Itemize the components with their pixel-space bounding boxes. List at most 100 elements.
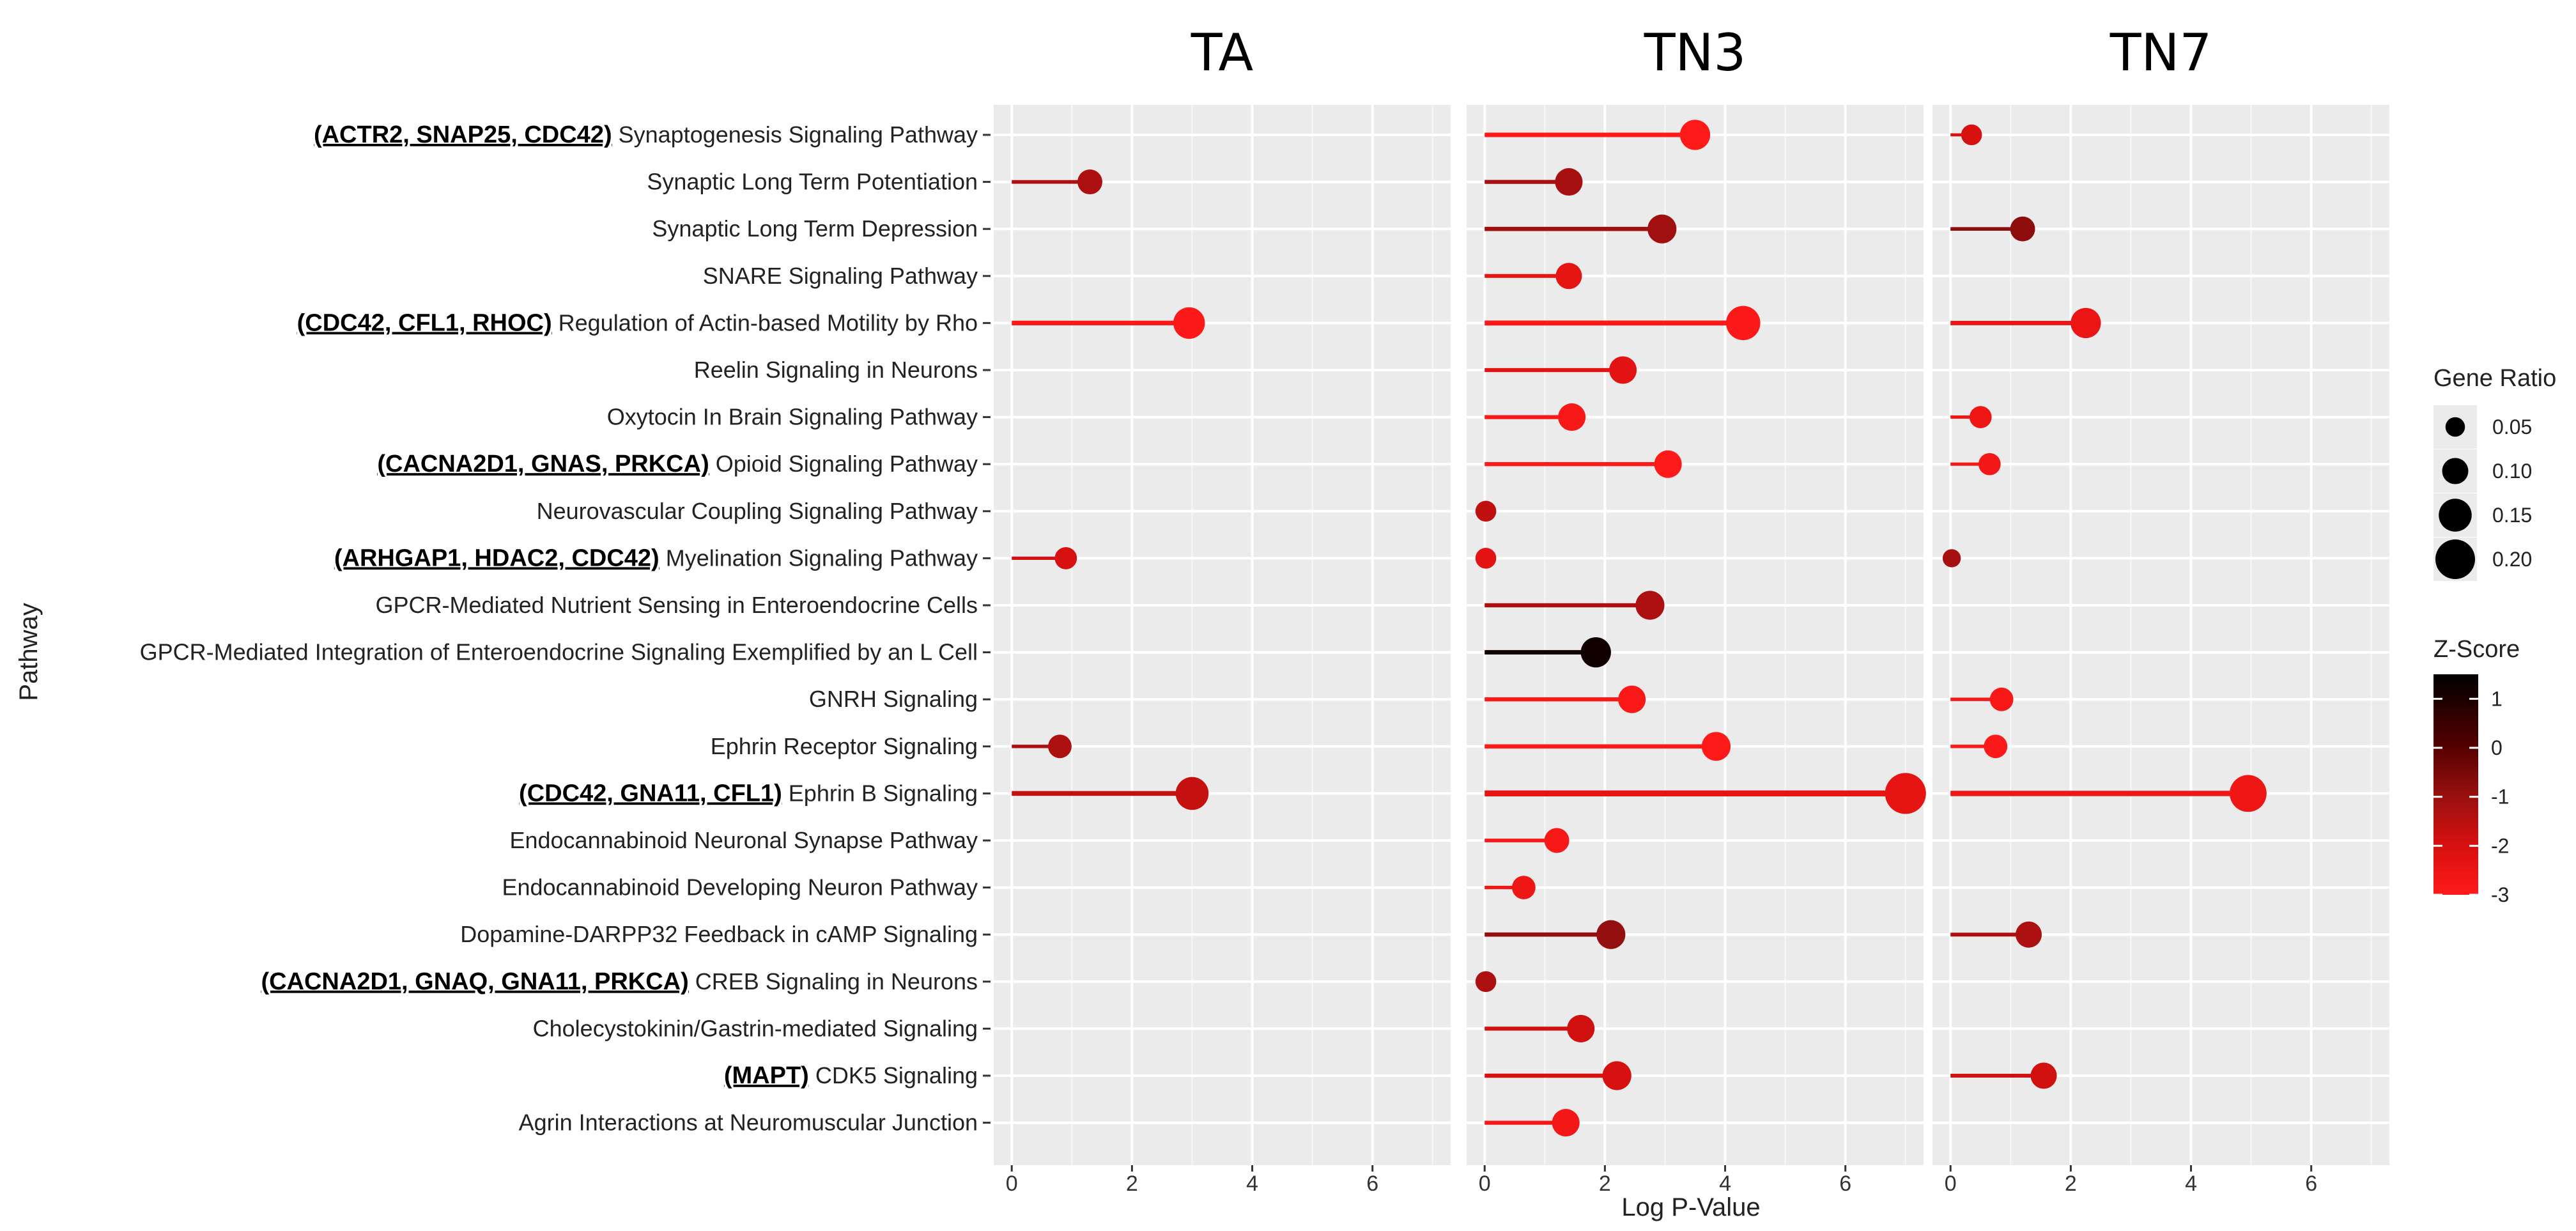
z-score-legend-title: Z-Score [2433, 636, 2520, 663]
lollipop-point [1635, 591, 1665, 620]
lollipop-point [1048, 734, 1072, 759]
lollipop-point [1725, 306, 1761, 341]
legend-size-point [2442, 458, 2469, 484]
lollipop-point [1596, 920, 1626, 949]
lollipop-point [1580, 637, 1611, 668]
x-tick-label: 6 [1366, 1172, 1378, 1196]
pathway-label: SNARE Signaling Pathway [703, 263, 978, 289]
pathway-label: Reelin Signaling in Neurons [694, 357, 978, 383]
lollipop-point [1984, 734, 2008, 759]
legend-size-label: 0.05 [2492, 415, 2532, 438]
lollipop-point [1654, 450, 1682, 478]
gene-list: (ACTR2, SNAP25, CDC42) [314, 121, 612, 148]
lollipop-point [1555, 168, 1583, 196]
pathway-label: GPCR-Mediated Nutrient Sensing in Entero… [376, 592, 978, 618]
lollipop-point [1989, 687, 2014, 711]
panel-background [994, 105, 1451, 1165]
x-axis-title: Log P-Value [1621, 1193, 1760, 1221]
lollipop-point [1475, 548, 1497, 569]
y-axis-title: Pathway [15, 603, 43, 701]
lollipop-point [1978, 453, 2001, 476]
gene-list: (CACNA2D1, GNAS, PRKCA) [377, 451, 709, 477]
lollipop-point [2016, 921, 2042, 948]
legend-size-point [2445, 417, 2465, 437]
legend-size-point [2439, 499, 2472, 532]
pathway-label: Agrin Interactions at Neuromuscular Junc… [519, 1110, 978, 1136]
lollipop-point [2030, 1062, 2057, 1089]
colorbar-label: -1 [2491, 786, 2509, 809]
gene-list: (CACNA2D1, GNAQ, GNA11, PRKCA) [261, 968, 688, 995]
gene-list: (CDC42, CFL1, RHOC) [297, 309, 552, 336]
pathway-label: Oxytocin In Brain Signaling Pathway [607, 404, 978, 430]
lollipop-point [1602, 1061, 1631, 1090]
lollipop-point [1679, 120, 1711, 150]
x-tick-label: 6 [2305, 1172, 2317, 1196]
pathway-label: Cholecystokinin/Gastrin-mediated Signali… [533, 1015, 978, 1041]
pathway-label: (CDC42, CFL1, RHOC) Regulation of Actin-b… [297, 309, 978, 336]
legend-size-label: 0.10 [2492, 460, 2532, 483]
pathway-labels: (ACTR2, SNAP25, CDC42) Synaptogenesis Sig… [140, 121, 991, 1136]
pathway-label: Endocannabinoid Developing Neuron Pathwa… [502, 874, 978, 901]
pathway-label: (CACNA2D1, GNAQ, GNA11, PRKCA) CREB Signa… [261, 968, 978, 995]
lollipop-point [1558, 403, 1586, 431]
lollipop-point [1969, 406, 1992, 428]
x-tick-label: 2 [2065, 1172, 2077, 1196]
x-tick-label: 6 [1839, 1172, 1851, 1196]
panel-ta: 0 2 4 6 TA [994, 23, 1451, 1196]
legend-size-label: 0.20 [2492, 548, 2532, 571]
pathway-label: GNRH Signaling [809, 686, 978, 712]
panel-title-tn3: TN3 [1644, 23, 1747, 82]
x-tick-label: 0 [1006, 1172, 1018, 1196]
pathway-label: Synaptic Long Term Potentiation [647, 169, 978, 195]
x-tick-label: 4 [1719, 1172, 1731, 1196]
pathway-label: Synaptic Long Term Depression [652, 215, 978, 242]
gene-ratio-legend: Gene Ratio 0.05 0.10 0.15 0.20 [2433, 365, 2556, 581]
z-score-colorbar [2433, 674, 2478, 895]
x-tick-label: 0 [1479, 1172, 1491, 1196]
x-tick-label: 4 [2185, 1172, 2197, 1196]
gene-ratio-legend-title: Gene Ratio [2433, 365, 2556, 392]
x-tick-label: 2 [1126, 1172, 1138, 1196]
lollipop-point [1618, 685, 1646, 713]
pathway-label: (ACTR2, SNAP25, CDC42) Synaptogenesis Sig… [314, 121, 978, 148]
lollipop-point [1552, 1109, 1580, 1137]
lollipop-point [1885, 773, 1926, 814]
lollipop-point [1961, 124, 1982, 146]
pathway-label: Ephrin Receptor Signaling [711, 733, 978, 759]
panel-background [1932, 105, 2389, 1165]
lollipop-point [2010, 216, 2035, 242]
z-score-legend: Z-Score 1 0 -1 -2 -3 [2433, 636, 2520, 906]
pathway-label: Neurovascular Coupling Signaling Pathway [537, 498, 978, 524]
legend-size-point [2435, 539, 2475, 579]
lollipop-point [1942, 549, 1961, 568]
colorbar-label: -2 [2491, 834, 2509, 857]
panel-title-ta: TA [1191, 23, 1254, 82]
lollipop-point [1175, 777, 1209, 810]
panel-tn7: 0 2 4 6 TN7 [1932, 23, 2389, 1196]
pathway-label: (CDC42, GNA11, CFL1) Ephrin B Signaling [519, 780, 978, 807]
lollipop-point [1475, 971, 1497, 993]
colorbar-label: -3 [2491, 883, 2509, 906]
lollipop-point [1054, 547, 1077, 569]
panel-background [1467, 105, 1924, 1165]
x-tick-label: 4 [1246, 1172, 1258, 1196]
colorbar-label: 1 [2491, 687, 2503, 710]
pathway-label: GPCR-Mediated Integration of Enteroendoc… [140, 639, 978, 665]
panels-layer: 0 2 4 6 TA 0 2 4 6 TN3 0 2 4 6 TN7 [994, 23, 2389, 1196]
x-tick-label: 0 [1945, 1172, 1957, 1196]
colorbar-label: 0 [2491, 736, 2503, 759]
lollipop-point [1475, 500, 1497, 522]
pathway-label: (ARHGAP1, HDAC2, CDC42) Myelination Signa… [334, 545, 978, 571]
legend-size-label: 0.15 [2492, 504, 2532, 527]
lollipop-point [1173, 307, 1205, 339]
gene-list: (MAPT) [724, 1062, 809, 1089]
lollipop-point [2071, 307, 2101, 339]
lollipop-point [1544, 828, 1570, 853]
lollipop-point [1077, 169, 1102, 195]
lollipop-point [1609, 356, 1637, 384]
pathway-label: (CACNA2D1, GNAS, PRKCA) Opioid Signaling … [377, 451, 978, 477]
pathway-label: (MAPT) CDK5 Signaling [724, 1062, 978, 1089]
lollipop-point [1555, 263, 1582, 290]
lollipop-point [1567, 1014, 1595, 1042]
